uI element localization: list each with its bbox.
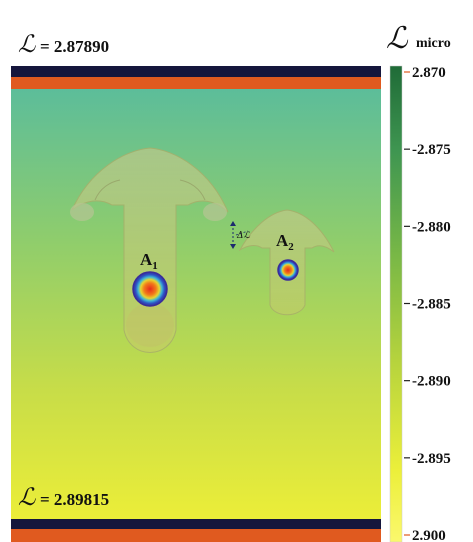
bottom-band-orange: [11, 529, 381, 542]
colorbar-tick-label: -2.895: [412, 451, 451, 467]
droplet-a2: A2: [276, 231, 299, 281]
droplet-a2-label: A: [276, 231, 289, 250]
gap-label-sub: ℒ: [244, 231, 251, 241]
colorbar-tick-label: 2.870: [412, 65, 446, 81]
colorbar-tick-label: 2.900: [412, 528, 446, 542]
colorbar-title-sub: micro: [416, 36, 451, 51]
top-band-orange: [11, 77, 381, 89]
colorbar-gradient: [389, 65, 403, 542]
top-label-value: = 2.87890: [40, 37, 109, 56]
top-label: ℒ = 2.87890: [18, 30, 109, 58]
droplet-a2-sub: 2: [288, 241, 294, 253]
svg-text:Δℒ: Δℒ: [236, 231, 251, 241]
bottom-label: ℒ = 2.89815: [18, 483, 109, 511]
colorbar-tick-label: -2.885: [412, 297, 451, 313]
colorbar-tick-label: -2.875: [412, 142, 451, 158]
top-band-dark: [11, 66, 381, 77]
droplet-a1: A1: [132, 250, 168, 307]
colorbar-title-symbol: ℒ: [386, 21, 409, 56]
colorbar-tick-label: -2.890: [412, 374, 451, 390]
gap-marker: Δℒ: [230, 221, 251, 249]
field-background: [11, 89, 381, 521]
top-label-symbol: ℒ: [18, 30, 36, 58]
colorbar: ℒ micro 2.870 -2.875 -2.880 -2.885 -2.890 -2.…: [386, 21, 451, 542]
colorbar-tick-label: -2.880: [412, 219, 451, 235]
bottom-band-dark: [11, 519, 381, 529]
svg-text:A2: A2: [276, 231, 294, 253]
plume-a1: [70, 147, 229, 353]
gap-label-symbol: Δ: [236, 231, 244, 241]
bottom-label-value: = 2.89815: [40, 490, 109, 509]
droplet-a1-label: A: [140, 250, 153, 269]
bottom-label-symbol: ℒ: [18, 483, 36, 511]
droplet-a1-sub: 1: [152, 260, 158, 272]
svg-text:A1: A1: [140, 250, 158, 272]
